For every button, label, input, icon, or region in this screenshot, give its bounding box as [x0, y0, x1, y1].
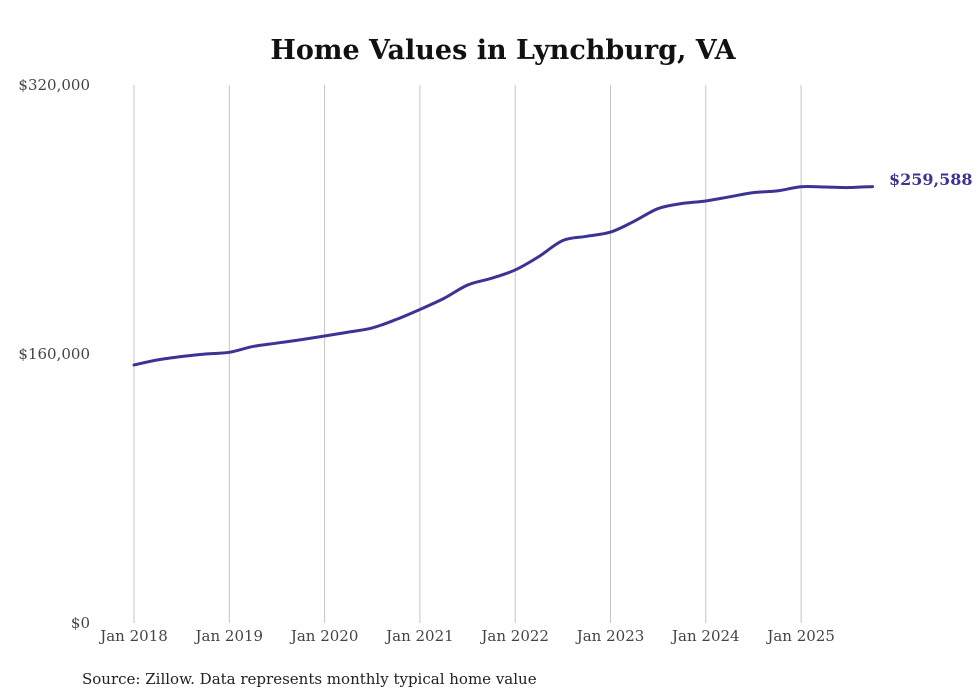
data-point	[275, 341, 279, 345]
source-note: Source: Zillow. Data represents monthly …	[82, 670, 537, 688]
y-tick-label: $160,000	[18, 345, 90, 363]
data-point	[490, 277, 493, 280]
data-point	[132, 363, 136, 367]
data-point	[776, 189, 779, 193]
data-point	[752, 191, 755, 194]
data-point	[680, 202, 684, 205]
data-point	[323, 334, 326, 338]
data-point	[514, 268, 517, 272]
data-point	[799, 185, 803, 188]
data-point	[847, 186, 850, 189]
data-point	[204, 352, 207, 356]
data-point	[299, 338, 302, 341]
data-point	[251, 345, 255, 348]
series-line	[132, 184, 875, 367]
data-point	[371, 326, 374, 330]
x-tick-label: Jan 2019	[194, 627, 264, 645]
data-point	[537, 255, 541, 258]
data-point	[704, 199, 707, 203]
y-axis: $0 $160,000 $320,000	[18, 76, 90, 632]
data-point	[156, 358, 160, 362]
y-tick-label: $0	[71, 614, 90, 632]
data-point	[442, 297, 445, 300]
data-point	[633, 219, 636, 223]
data-point	[728, 195, 731, 199]
series-group	[132, 184, 875, 367]
x-tick-label: Jan 2025	[765, 627, 835, 645]
data-point	[871, 185, 874, 188]
x-tick-label: Jan 2023	[575, 627, 645, 645]
x-tick-label: Jan 2022	[479, 627, 549, 645]
gridlines	[133, 85, 802, 623]
chart-title: Home Values in Lynchburg, VA	[270, 35, 736, 66]
data-point	[609, 230, 612, 234]
data-point	[561, 239, 565, 242]
y-tick-label: $320,000	[18, 76, 90, 94]
x-tick-label: Jan 2024	[670, 627, 740, 645]
data-point	[656, 207, 660, 210]
data-point	[466, 283, 469, 287]
data-point	[228, 351, 231, 354]
data-point	[418, 308, 422, 311]
data-point	[823, 185, 827, 189]
x-tick-label: Jan 2020	[289, 627, 359, 645]
x-axis: Jan 2018 Jan 2019 Jan 2020 Jan 2021 Jan 2022…	[98, 627, 835, 645]
data-point	[585, 235, 588, 238]
end-value-label: $259,588	[889, 170, 973, 189]
data-point	[347, 330, 350, 334]
data-point	[180, 355, 183, 358]
data-point	[394, 318, 398, 321]
x-tick-label: Jan 2018	[98, 627, 168, 645]
x-tick-label: Jan 2021	[384, 627, 454, 645]
